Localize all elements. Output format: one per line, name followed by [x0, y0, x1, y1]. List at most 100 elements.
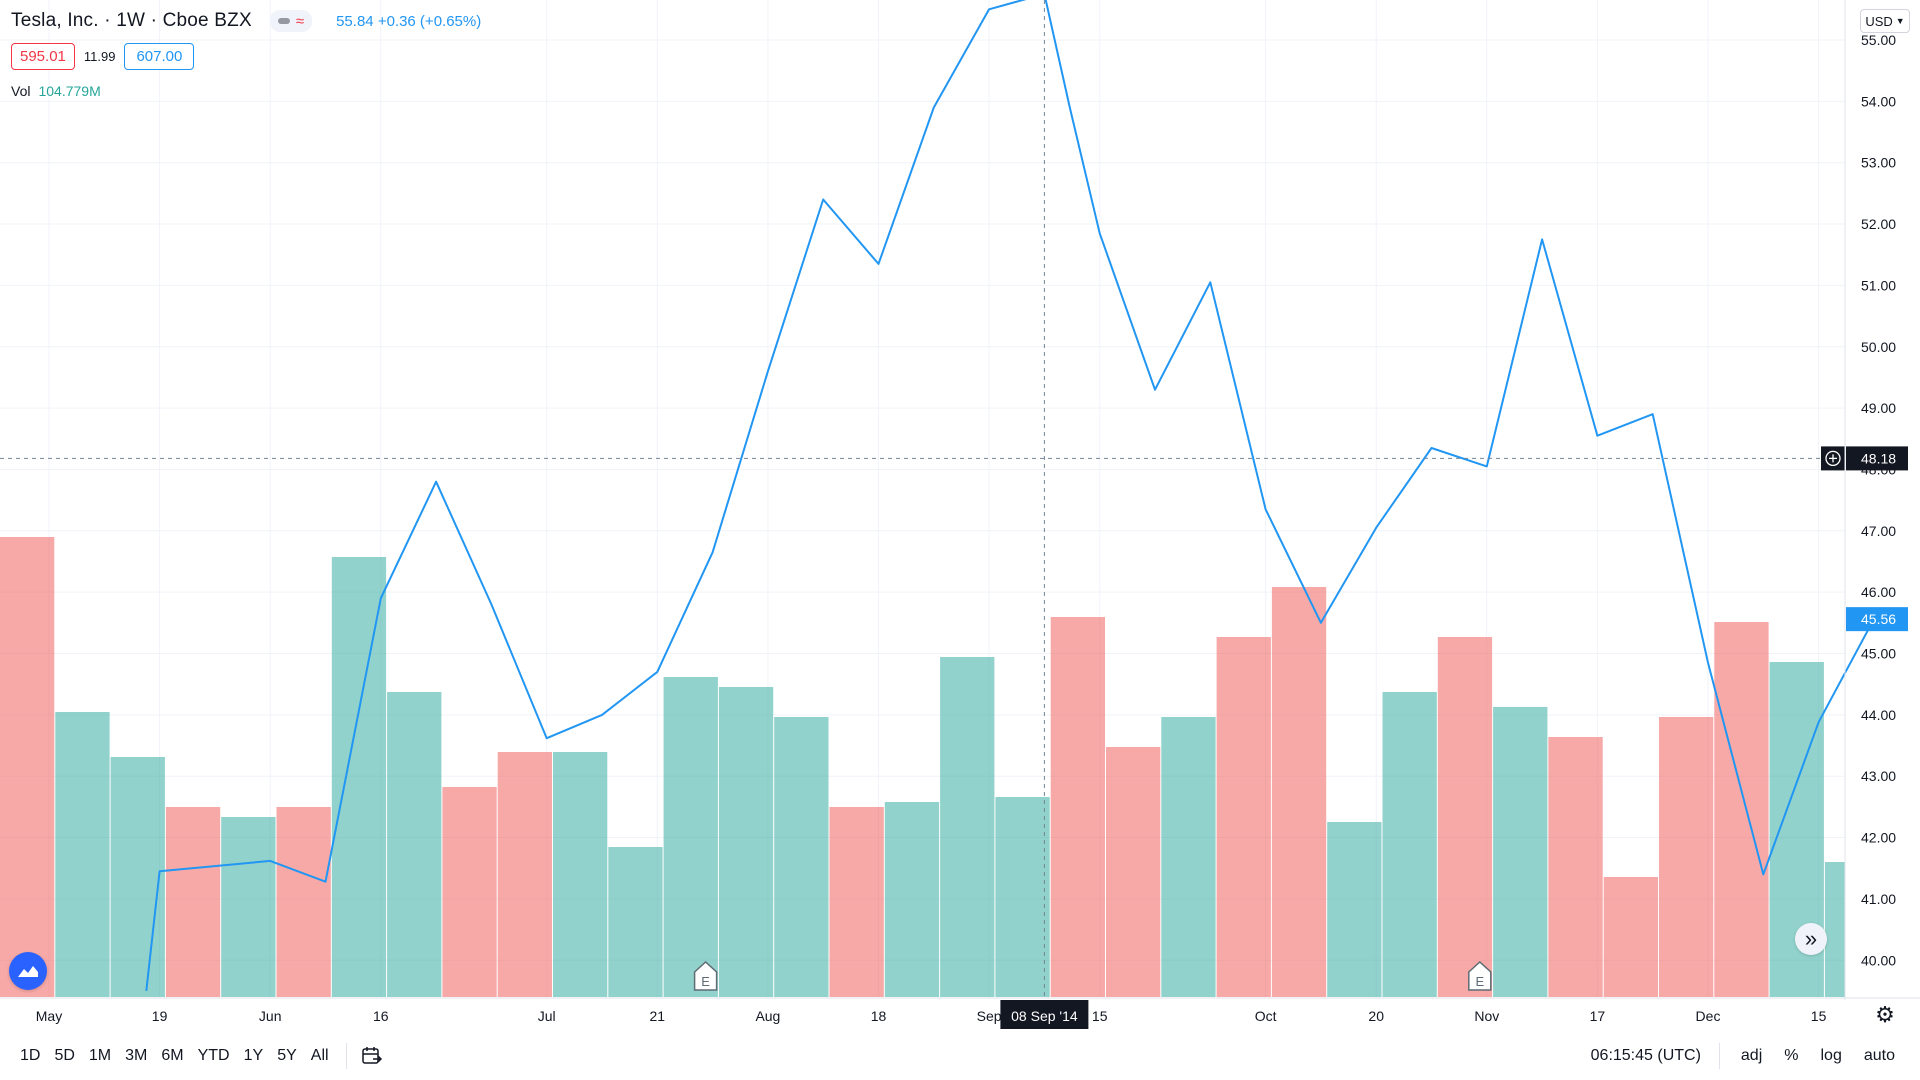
- volume-bar: [940, 657, 995, 997]
- scroll-to-realtime-button[interactable]: »: [1795, 923, 1827, 955]
- x-tick-label: Jun: [259, 1008, 282, 1024]
- add-alert-plus-icon[interactable]: [1821, 446, 1845, 471]
- x-tick-label: Aug: [755, 1008, 780, 1024]
- percent-toggle[interactable]: %: [1784, 1047, 1799, 1064]
- double-chevron-right-icon: »: [1804, 926, 1818, 951]
- spread-value: 11.99: [83, 49, 116, 64]
- toolbar-divider: [1718, 1043, 1720, 1069]
- y-tick-label: 55.00: [1861, 32, 1896, 48]
- x-tick-label: Jul: [538, 1008, 556, 1024]
- axes: 40.00 41.00 42.00 43.00 44.00 45.00 46.00 47.00…: [0, 0, 1920, 1024]
- y-tick-label: 53.00: [1861, 155, 1896, 171]
- range-5y-button[interactable]: 5Y: [277, 1047, 297, 1064]
- volume-bar: [1659, 717, 1714, 997]
- crosshair-time-text: 08 Sep '14: [1011, 1008, 1078, 1024]
- last-price-label: 45.56: [1846, 607, 1908, 632]
- volume-bar: [331, 557, 387, 997]
- crosshair-time-label: 08 Sep '14: [1000, 1000, 1089, 1029]
- utc-clock[interactable]: 06:15:45 (UTC): [1590, 1047, 1701, 1064]
- volume-bar: [1714, 622, 1769, 997]
- range-6m-button[interactable]: 6M: [161, 1047, 184, 1064]
- x-tick-label: 15: [1092, 1008, 1108, 1024]
- x-tick-label: 16: [373, 1008, 389, 1024]
- crosshair: 48.18 08 Sep '14: [0, 0, 1908, 1029]
- settings-button[interactable]: ⚙: [1872, 1002, 1898, 1028]
- volume-bar: [1437, 637, 1493, 997]
- volume-bar: [718, 687, 774, 997]
- closed-market-icon: [277, 18, 290, 24]
- sell-button[interactable]: 595.01: [11, 43, 75, 70]
- x-tick-label: Nov: [1474, 1008, 1499, 1024]
- volume-legend[interactable]: Vol 104.779M: [11, 83, 101, 99]
- y-tick-label: 51.00: [1861, 277, 1896, 293]
- x-tick-label: 15: [1811, 1008, 1827, 1024]
- volume-bar: [276, 807, 331, 997]
- y-tick-label: 52.00: [1861, 216, 1896, 232]
- volume-bars: [0, 537, 1845, 997]
- cloud-icon: [18, 966, 38, 977]
- bottom-toolbar: 1D 5D 1M 3M 6M YTD 1Y 5Y All 06:15:45 (U…: [0, 1034, 1920, 1078]
- toolbar-right: 06:15:45 (UTC) adj % log auto: [1591, 1043, 1906, 1069]
- volume-bar: [1824, 862, 1845, 997]
- y-tick-label: 46.00: [1861, 584, 1896, 600]
- range-1d-button[interactable]: 1D: [20, 1047, 41, 1064]
- x-tick-label: 20: [1368, 1008, 1384, 1024]
- tradingview-logo-icon[interactable]: [9, 952, 47, 990]
- chevron-down-icon: ▼: [1895, 16, 1905, 26]
- x-tick-label: 17: [1590, 1008, 1606, 1024]
- y-tick-label: 49.00: [1861, 400, 1896, 416]
- buy-button[interactable]: 607.00: [124, 43, 195, 70]
- price-line: [145, 0, 1875, 992]
- log-toggle[interactable]: log: [1820, 1047, 1842, 1064]
- volume-bar: [1216, 637, 1271, 997]
- volume-bar: [165, 807, 221, 997]
- volume-bar: [1603, 877, 1658, 997]
- y-tick-label: 43.00: [1861, 768, 1896, 784]
- volume-bar: [1548, 737, 1603, 997]
- volume-bar: [663, 677, 718, 997]
- volume-bar: [1493, 707, 1548, 997]
- volume-bar: [221, 817, 276, 997]
- volume-bar: [110, 757, 165, 997]
- range-ytd-button[interactable]: YTD: [197, 1047, 230, 1064]
- delayed-data-icon: ≈: [295, 12, 305, 30]
- volume-bar: [995, 797, 1050, 997]
- currency-select[interactable]: USD ▼: [1860, 9, 1910, 33]
- earnings-event-icon[interactable]: E: [693, 960, 718, 991]
- volume-bar: [1382, 692, 1437, 997]
- toolbar-divider: [345, 1043, 347, 1069]
- change-value: +0.36 (+0.65%): [377, 12, 482, 30]
- earnings-event-icon[interactable]: E: [1468, 960, 1492, 991]
- go-to-date-icon[interactable]: [361, 1046, 383, 1066]
- x-tick-label: 19: [152, 1008, 168, 1024]
- y-tick-label: 45.00: [1861, 646, 1896, 662]
- range-1y-button[interactable]: 1Y: [243, 1047, 264, 1064]
- earnings-event-label: E: [1475, 974, 1484, 989]
- market-status-pill[interactable]: ≈: [269, 10, 313, 32]
- symbol-title[interactable]: Tesla, Inc. · 1W · Cboe BZX: [11, 10, 252, 31]
- volume-bar: [608, 847, 663, 997]
- crosshair-price-text: 48.18: [1861, 450, 1896, 466]
- volume-bar: [1050, 617, 1105, 997]
- y-tick-label: 48.00: [1861, 461, 1896, 477]
- volume-bar: [1106, 747, 1161, 997]
- range-all-button[interactable]: All: [310, 1047, 329, 1064]
- price-line-layer: [145, 0, 1875, 992]
- y-tick-label: 47.00: [1861, 523, 1896, 539]
- y-tick-label: 41.00: [1861, 891, 1896, 907]
- range-3m-button[interactable]: 3M: [125, 1047, 148, 1064]
- last-price-text: 45.56: [1861, 611, 1896, 627]
- volume-bar: [829, 807, 884, 997]
- range-5d-button[interactable]: 5D: [54, 1047, 75, 1064]
- range-1m-button[interactable]: 1M: [88, 1047, 112, 1064]
- x-tick-label: Dec: [1696, 1008, 1721, 1024]
- adj-toggle[interactable]: adj: [1740, 1047, 1763, 1064]
- volume-bar: [387, 692, 442, 997]
- auto-toggle[interactable]: auto: [1863, 1047, 1895, 1064]
- volume-bar: [1327, 822, 1382, 997]
- x-tick-label: Sep: [977, 1008, 1002, 1024]
- bid-ask-row: 595.01 11.99 607.00: [11, 43, 195, 70]
- legend-title-row: Tesla, Inc. · 1W · Cboe BZX ≈ 55.84 +0.3…: [11, 10, 481, 32]
